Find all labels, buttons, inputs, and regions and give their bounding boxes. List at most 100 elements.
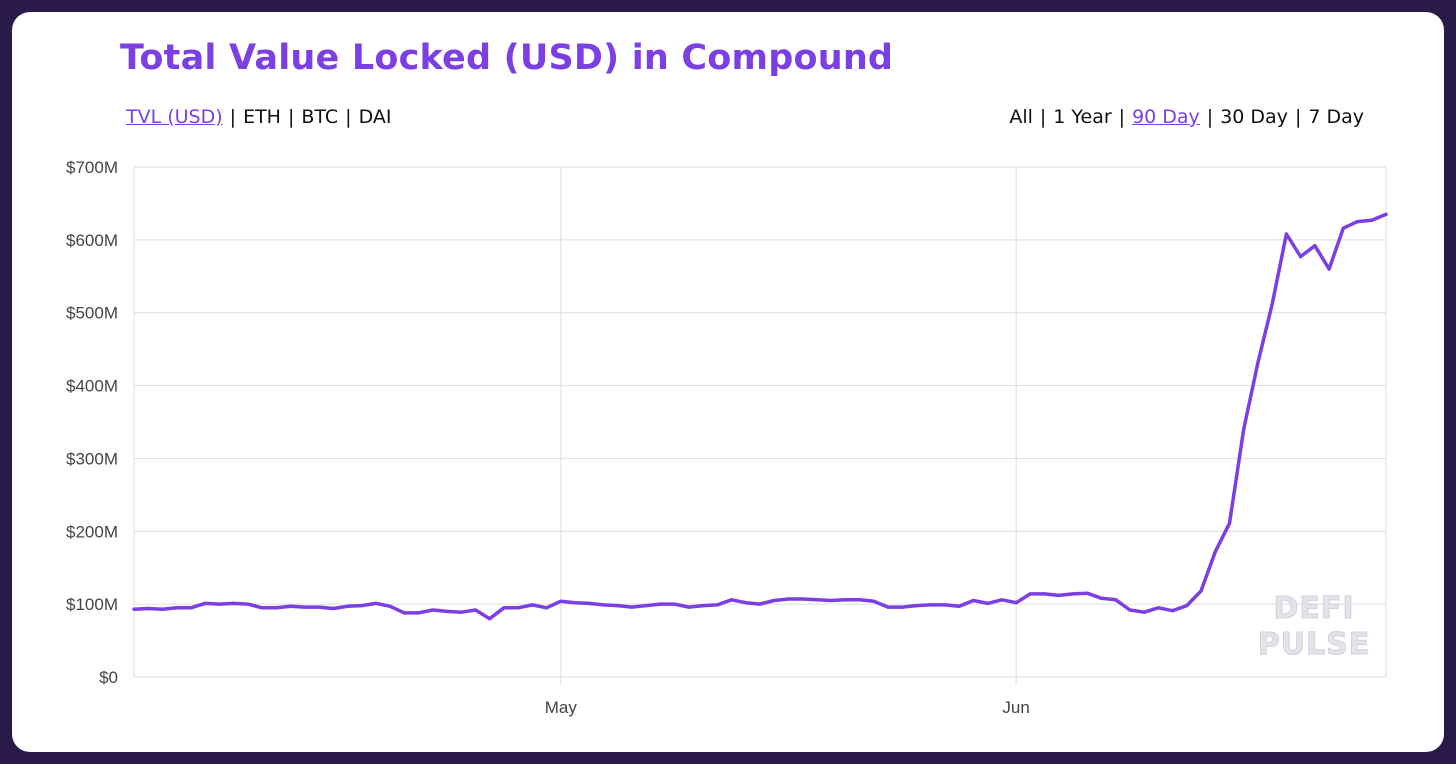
metric-option-btc[interactable]: BTC xyxy=(301,106,339,128)
watermark-text: PULSE xyxy=(1258,627,1371,662)
data-point xyxy=(217,602,221,606)
data-point xyxy=(416,611,421,615)
data-point xyxy=(388,604,392,608)
data-point xyxy=(644,604,648,608)
data-point xyxy=(473,608,478,612)
toggle-separator: | xyxy=(1206,106,1214,128)
data-point xyxy=(957,604,961,608)
toggle-separator: | xyxy=(1118,106,1126,128)
data-point xyxy=(1313,244,1317,248)
data-point xyxy=(758,602,762,606)
data-point xyxy=(1299,255,1303,259)
data-point xyxy=(459,610,463,614)
data-point xyxy=(1014,601,1018,605)
data-point xyxy=(303,605,307,609)
data-point xyxy=(1384,212,1388,216)
data-point xyxy=(772,598,776,603)
data-point xyxy=(886,605,890,609)
data-point xyxy=(360,604,364,608)
metric-option-dai[interactable]: DAI xyxy=(358,106,392,128)
metric-toggle-group: TVL (USD) | ETH | BTC | DAI xyxy=(126,106,391,128)
data-point xyxy=(1256,360,1260,364)
data-point xyxy=(431,608,435,612)
range-option-30-day[interactable]: 30 Day xyxy=(1220,106,1288,128)
data-point xyxy=(345,604,349,608)
data-point xyxy=(160,607,165,611)
data-point xyxy=(1355,220,1360,224)
data-point xyxy=(858,598,862,602)
data-point xyxy=(288,604,293,608)
data-point xyxy=(260,606,264,610)
data-point xyxy=(1156,606,1160,610)
data-point xyxy=(573,601,577,605)
data-point xyxy=(189,606,193,610)
data-point xyxy=(673,602,677,606)
data-point xyxy=(545,606,549,610)
toggle-separator: | xyxy=(1294,106,1302,128)
data-point xyxy=(801,597,805,601)
data-point xyxy=(232,601,236,606)
data-point xyxy=(1042,592,1047,596)
y-tick-label: $600M xyxy=(66,231,118,250)
data-point xyxy=(729,598,734,602)
range-toggle-group: All | 1 Year | 90 Day | 30 Day | 7 Day xyxy=(1009,106,1364,128)
data-point xyxy=(1071,592,1075,596)
tvl-series-line xyxy=(132,212,1388,621)
data-point xyxy=(971,598,976,603)
data-point xyxy=(986,601,990,606)
metric-option-tvl-usd[interactable]: TVL (USD) xyxy=(126,106,223,128)
data-point xyxy=(1199,589,1203,593)
chart-card: Total Value Locked (USD) in Compound TVL… xyxy=(12,12,1444,752)
metric-option-eth[interactable]: ETH xyxy=(243,106,281,128)
data-point xyxy=(744,601,748,605)
data-point xyxy=(1185,604,1189,608)
data-point xyxy=(929,603,933,607)
data-point xyxy=(1085,591,1089,595)
toggle-separator: | xyxy=(287,106,295,128)
data-point xyxy=(1128,608,1132,612)
y-tick-label: $700M xyxy=(66,158,118,177)
range-option-7-day[interactable]: 7 Day xyxy=(1308,106,1364,128)
data-point xyxy=(687,605,691,609)
data-point xyxy=(943,603,947,607)
data-point xyxy=(1341,226,1345,230)
range-option-90-day[interactable]: 90 Day xyxy=(1132,106,1200,128)
data-point xyxy=(872,599,876,603)
data-point xyxy=(488,617,492,621)
data-point xyxy=(516,606,520,610)
data-point xyxy=(658,602,663,606)
toggle-separator: | xyxy=(1039,106,1047,128)
y-tick-label: $500M xyxy=(66,304,118,323)
data-point xyxy=(502,606,506,610)
data-point xyxy=(786,597,791,601)
data-point xyxy=(900,605,904,609)
data-point xyxy=(1227,521,1232,525)
data-point xyxy=(630,605,634,609)
data-point xyxy=(1057,593,1061,598)
data-point xyxy=(1000,598,1004,602)
data-point xyxy=(1142,610,1146,614)
data-point xyxy=(587,601,591,606)
data-point xyxy=(402,611,406,615)
data-point xyxy=(1270,302,1274,306)
y-tick-label: $100M xyxy=(66,595,118,614)
range-option-1-year[interactable]: 1 Year xyxy=(1053,106,1112,128)
data-point xyxy=(246,602,250,606)
data-point xyxy=(374,601,378,606)
watermark-text: DEFI xyxy=(1273,591,1354,626)
data-point xyxy=(914,604,919,608)
range-option-all[interactable]: All xyxy=(1009,106,1033,128)
data-point xyxy=(1284,232,1288,236)
toggle-separator: | xyxy=(229,106,237,128)
data-point xyxy=(701,604,705,608)
data-point xyxy=(616,604,620,608)
data-point xyxy=(317,605,321,609)
data-point xyxy=(815,598,819,602)
chart-title: Total Value Locked (USD) in Compound xyxy=(120,38,894,78)
data-point xyxy=(843,598,848,602)
data-point xyxy=(715,603,719,607)
data-point xyxy=(445,609,449,614)
data-point xyxy=(274,606,278,610)
data-point xyxy=(1213,550,1217,554)
